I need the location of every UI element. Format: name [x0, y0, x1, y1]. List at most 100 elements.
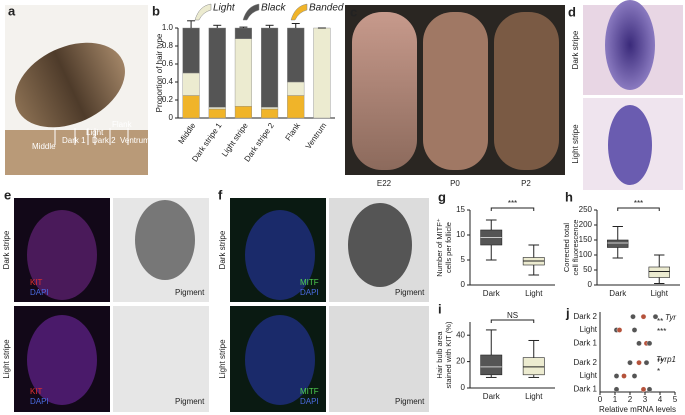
y-tick-label: Dark 1 [573, 338, 597, 347]
bar-segment [182, 72, 200, 96]
bar-segment [234, 27, 252, 40]
y-tick-label: 0 [588, 280, 593, 289]
age-label: E22 [377, 179, 392, 188]
y-tick-label: 40 [456, 330, 465, 339]
legend-label: Black [261, 3, 286, 14]
significance: *** [634, 199, 643, 208]
bar-segment [261, 108, 279, 119]
dot [631, 327, 638, 333]
stain-label: KIT [30, 387, 43, 396]
region-label: Ventrum [120, 136, 150, 145]
row-label: Light stripe [218, 339, 227, 379]
bar-segment [234, 38, 252, 107]
stain-label: DAPI [30, 397, 49, 406]
panel-label: g [438, 189, 446, 204]
x-tick-label: 2 [628, 395, 633, 404]
bar-segment [182, 95, 200, 119]
stain-label: MITF [300, 387, 319, 396]
gene-label: Tyr [665, 313, 676, 322]
region-label: Flank [112, 120, 133, 129]
y-tick-label: 150 [579, 235, 593, 244]
legend-swatch [290, 3, 308, 21]
y-tick-label: Light [580, 325, 598, 334]
y-tick-label: 50 [583, 265, 592, 274]
bar-segment [287, 81, 305, 96]
bar-segment [208, 106, 226, 110]
y-tick-label: 5 [461, 255, 466, 264]
y-tick-label: 100 [579, 250, 593, 259]
photo-e [14, 198, 209, 412]
photo-a [5, 5, 148, 175]
stain-label: KIT [30, 278, 43, 287]
panel-label: d [568, 4, 576, 19]
row-label: Light stripe [571, 124, 580, 164]
y-axis-label: Number of MITF⁺ [435, 218, 444, 277]
dot [621, 373, 627, 379]
x-tick-label: Middle [177, 121, 198, 146]
bar-segment [208, 108, 226, 119]
x-tick-label: 4 [658, 395, 663, 404]
bar-segment [313, 27, 331, 119]
x-tick-label: Dark [609, 289, 627, 298]
box [480, 354, 503, 376]
dot [640, 313, 647, 320]
photo-c [345, 5, 565, 175]
row-label: Dark stripe [571, 30, 580, 69]
photo-f [230, 198, 429, 412]
box [648, 266, 670, 278]
y-axis-label: cells per follicle [444, 222, 453, 273]
row-label: Dark stripe [2, 230, 11, 269]
y-tick-label: 0.6 [162, 59, 174, 68]
panel-label: f [218, 187, 223, 202]
y-tick-label: 20 [456, 357, 465, 366]
x-tick-label: Dark [483, 392, 501, 401]
panel-label: a [8, 3, 16, 18]
box [522, 357, 545, 376]
y-tick-label: 0 [169, 113, 174, 122]
bar-segment [234, 106, 252, 119]
age-label: P2 [521, 179, 531, 188]
bar-segment [261, 27, 279, 108]
row-label: Light stripe [2, 339, 11, 379]
significance-bracket [490, 207, 535, 211]
x-tick-label: Flank [284, 120, 303, 142]
dot [640, 386, 647, 393]
bar-segment [287, 95, 305, 119]
dot [652, 313, 659, 320]
region-label: Dark 1 [62, 136, 86, 145]
region-label: Dark 2 [92, 136, 116, 145]
y-axis-label: cell fluorescence [571, 220, 580, 276]
bar-segment [208, 27, 226, 108]
panel-label: b [152, 3, 160, 18]
x-tick-label: 3 [643, 395, 648, 404]
y-tick-label: 0.2 [162, 95, 174, 104]
dot [631, 373, 638, 379]
dot [613, 386, 620, 393]
dot [630, 313, 636, 320]
dot [643, 359, 650, 366]
y-tick-label: Dark 1 [573, 384, 597, 393]
dot [616, 327, 623, 333]
legend-label: Light [213, 3, 236, 14]
dot [636, 359, 642, 366]
legend-swatch [194, 3, 212, 21]
stain-label: DAPI [30, 288, 49, 297]
bar-segment [182, 27, 200, 74]
x-tick-label: Ventrum [304, 121, 329, 151]
stain-label: MITF [300, 278, 319, 287]
y-tick-label: 1.0 [162, 23, 174, 32]
row-label: Dark stripe [218, 230, 227, 269]
region-label: Middle [32, 142, 56, 151]
bar-segment [261, 106, 279, 110]
gene-label: Tyrp1 [656, 355, 676, 364]
significance: *** [657, 327, 666, 336]
legend-label: Banded [309, 3, 344, 14]
significance: ** [657, 317, 663, 326]
dot [646, 386, 653, 393]
y-axis-label: stained with KIT (%) [444, 321, 453, 388]
legend-swatch [242, 3, 260, 21]
y-tick-label: 0.8 [162, 41, 174, 50]
y-tick-label: 0 [461, 383, 466, 392]
x-tick-label: 1 [613, 395, 618, 404]
